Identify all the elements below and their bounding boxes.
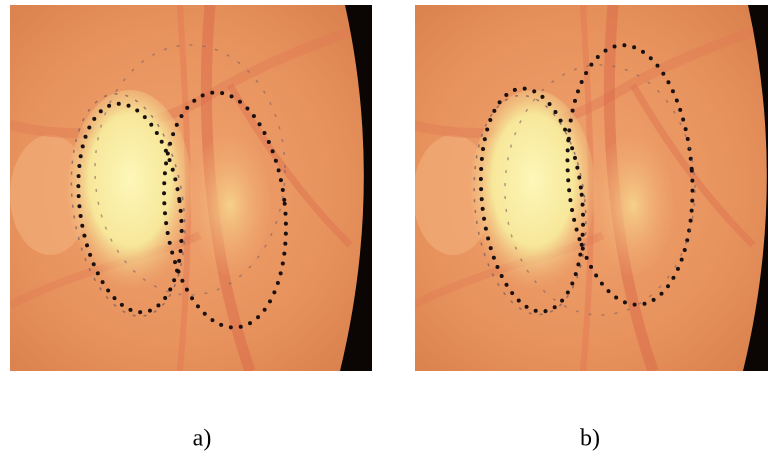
image-a	[10, 5, 375, 371]
panel-label: b)	[580, 426, 600, 452]
panel-label: a)	[193, 426, 212, 452]
figure: a) b)	[0, 0, 770, 459]
page: a) b) (() => { const data = JSON.parse(d…	[0, 0, 770, 459]
image-b	[413, 5, 770, 371]
